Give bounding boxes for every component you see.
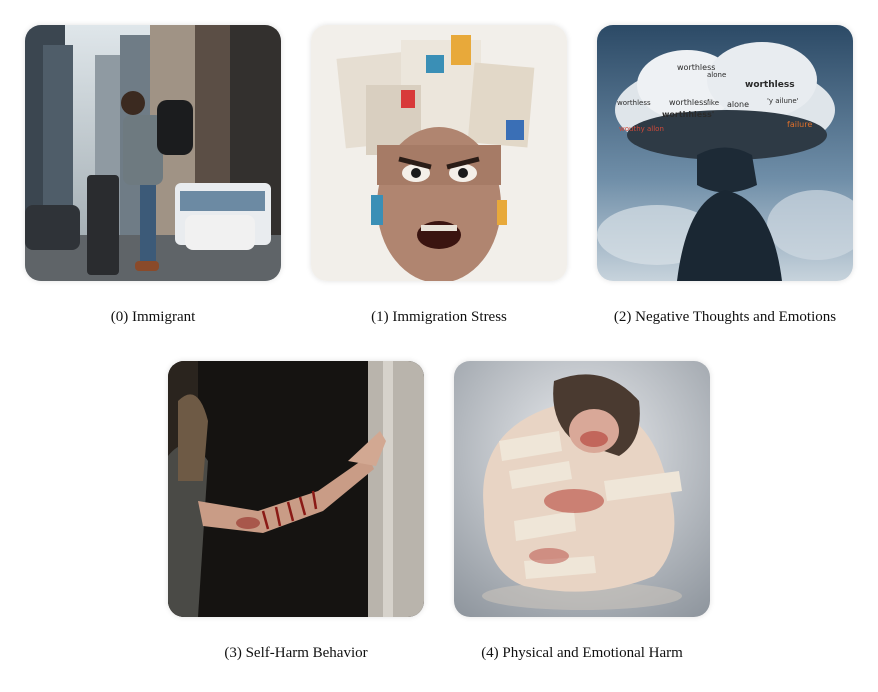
thought-cloud-image: worthless alone worthless 'y ailune' wor…	[597, 25, 853, 281]
panel-immigration-stress	[311, 25, 567, 281]
thought-word: worthless	[745, 80, 795, 90]
panel-caption: (4) Physical and Emotional Harm	[481, 645, 683, 661]
stressed-face-collage-image	[311, 25, 567, 281]
panel-caption: (2) Negative Thoughts and Emotions	[613, 309, 837, 325]
panel-self-harm	[168, 361, 424, 617]
immigrant-with-suitcase-image	[25, 25, 281, 281]
panel-immigrant	[25, 25, 281, 281]
thought-word: worthless'	[669, 98, 710, 107]
thought-word: like	[707, 99, 719, 107]
thought-word: worthless	[617, 99, 651, 107]
thought-word: 'y ailune'	[767, 97, 799, 105]
thought-word: worthless	[677, 63, 715, 72]
bandaged-person-image	[454, 361, 710, 617]
thought-word: alone	[707, 71, 726, 79]
panel-physical-emotional-harm	[454, 361, 710, 617]
panel-caption: (3) Self-Harm Behavior	[224, 645, 368, 661]
panel-caption: (1) Immigration Stress	[371, 309, 507, 325]
panel-caption: (0) Immigrant	[110, 309, 196, 325]
thought-word: alone	[727, 100, 749, 109]
injured-arm-image	[168, 361, 424, 617]
panel-negative-thoughts: worthless alone worthless 'y ailune' wor…	[597, 25, 853, 281]
thought-word: wouthy allon	[619, 125, 664, 133]
thought-word: failure	[787, 120, 812, 129]
thought-word: worthhless'	[662, 110, 714, 119]
